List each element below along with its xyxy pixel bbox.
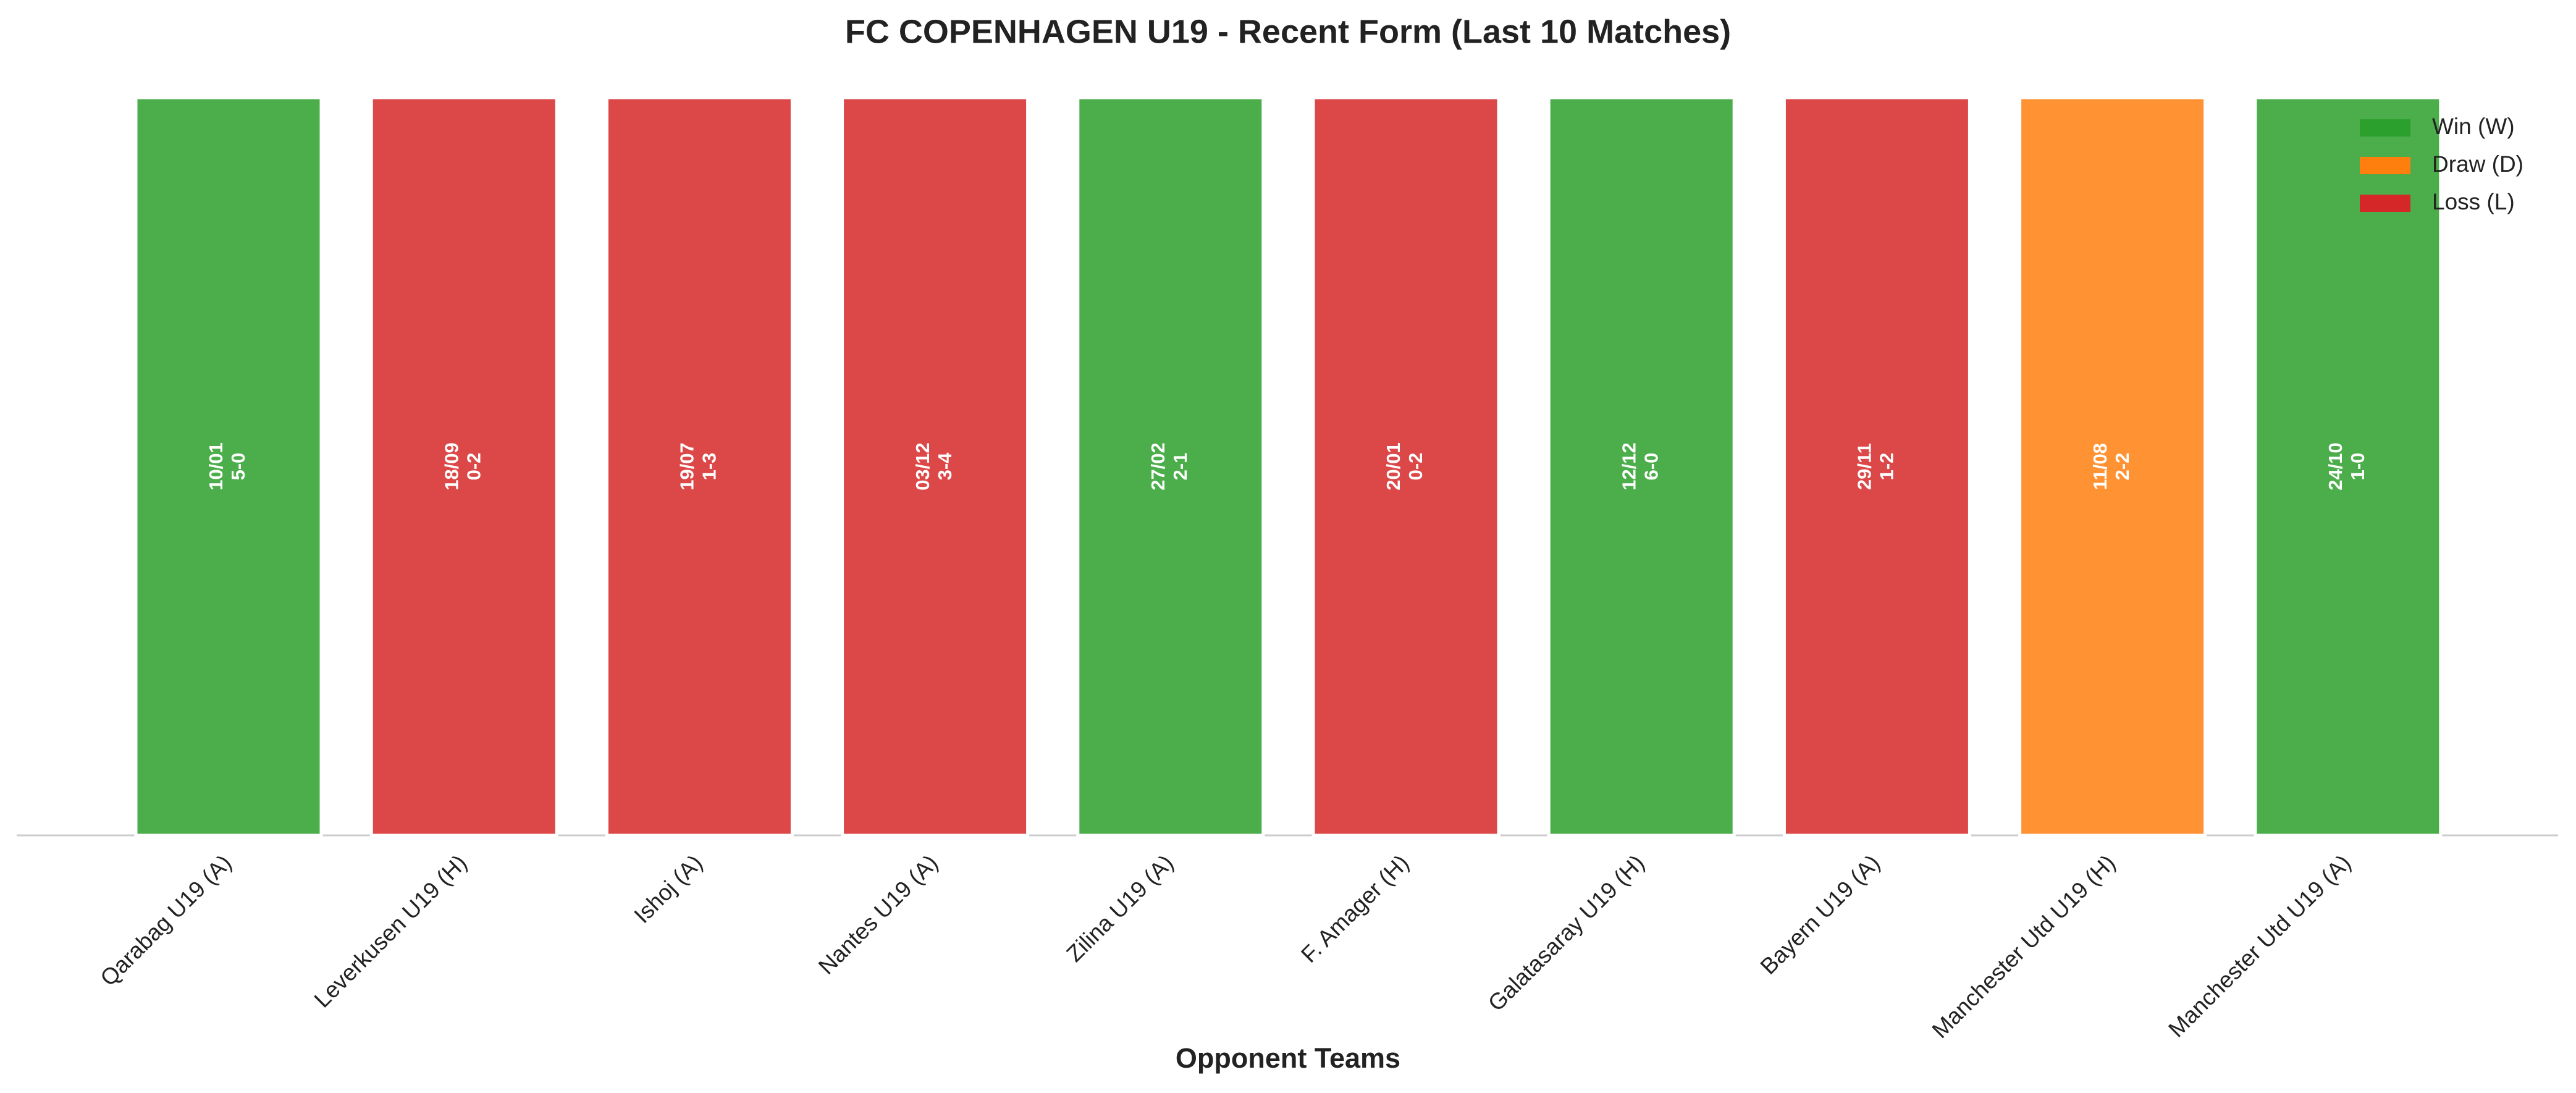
bar (2254, 96, 2443, 837)
x-tick-label: Manchester Utd U19 (H) (1927, 850, 2121, 1044)
bar-score-label: 0-2 (1405, 453, 1426, 481)
bar-date-label: 29/11 (1854, 443, 1875, 490)
bar-date-label: 27/02 (1147, 442, 1169, 491)
bar-score-label: 1-2 (1876, 453, 1898, 481)
legend-label: Loss (L) (2432, 189, 2515, 214)
bar-date-label: 12/12 (1618, 442, 1639, 491)
bar (841, 96, 1030, 837)
x-tick-label: Ishoj (A) (629, 850, 707, 928)
x-tick-label: Galatasaray U19 (H) (1483, 850, 1649, 1016)
bar-score-label: 5-0 (227, 453, 249, 481)
x-axis-label: Opponent Teams (1176, 1042, 1400, 1074)
bar-score-label: 2-1 (1169, 453, 1191, 481)
bar (369, 96, 558, 837)
legend-swatch (2360, 119, 2410, 137)
bar (1782, 96, 1971, 837)
bar-date-label: 10/01 (205, 442, 227, 491)
legend-label: Win (W) (2432, 114, 2515, 139)
bar (1076, 96, 1265, 837)
bar (1311, 96, 1501, 837)
bar (1547, 96, 1736, 837)
bar (605, 96, 794, 837)
bar (2018, 96, 2207, 837)
chart-title: FC COPENHAGEN U19 - Recent Form (Last 10… (845, 13, 1731, 50)
bar-score-label: 6-0 (1640, 453, 1662, 481)
x-tick-label: Qarabag U19 (A) (95, 850, 236, 991)
legend-swatch (2360, 157, 2410, 174)
bar-date-label: 20/01 (1383, 442, 1404, 491)
bar-date-label: 24/10 (2325, 442, 2346, 491)
bar-date-label: 03/12 (912, 442, 933, 491)
x-tick-label: F. Amager (H) (1296, 850, 1413, 968)
bar-score-label: 3-4 (934, 452, 956, 481)
bar-score-label: 1-3 (699, 453, 720, 481)
bar-score-label: 1-0 (2347, 453, 2368, 481)
legend-label: Draw (D) (2432, 151, 2523, 177)
bar (134, 96, 323, 837)
x-tick-label: Manchester Utd U19 (A) (2163, 850, 2355, 1042)
x-tick-label: Nantes U19 (A) (814, 850, 943, 979)
x-tick-label: Leverkusen U19 (H) (309, 850, 472, 1013)
bar-score-label: 2-2 (2111, 453, 2133, 481)
legend-swatch (2360, 195, 2410, 212)
bar-score-label: 0-2 (463, 453, 484, 481)
x-tick-label: Zilina U19 (A) (1061, 850, 1178, 967)
bar-date-label: 19/07 (676, 442, 698, 491)
bar-date-label: 11/08 (2089, 443, 2111, 490)
bar-date-label: 18/09 (440, 442, 462, 491)
x-tick-label: Bayern U19 (A) (1756, 850, 1885, 979)
